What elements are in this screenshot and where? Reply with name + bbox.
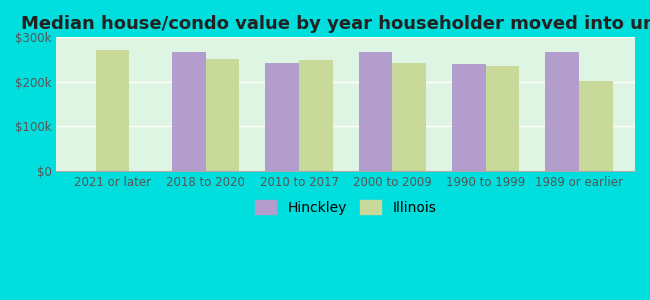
Bar xyxy=(96,50,129,171)
Bar xyxy=(359,52,393,171)
Bar xyxy=(299,61,333,171)
Bar xyxy=(172,52,206,171)
Bar xyxy=(545,52,579,171)
Bar xyxy=(579,81,612,171)
Legend: Hinckley, Illinois: Hinckley, Illinois xyxy=(250,194,442,220)
Bar xyxy=(393,63,426,171)
Bar xyxy=(206,59,239,171)
Bar xyxy=(452,64,486,171)
Bar xyxy=(265,63,299,171)
Title: Median house/condo value by year householder moved into unit: Median house/condo value by year househo… xyxy=(21,15,650,33)
Bar xyxy=(486,66,519,171)
